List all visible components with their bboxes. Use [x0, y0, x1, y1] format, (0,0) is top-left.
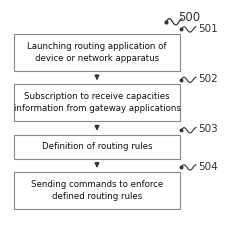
- Text: 500: 500: [178, 11, 200, 24]
- FancyBboxPatch shape: [14, 84, 180, 122]
- Text: Definition of routing rules: Definition of routing rules: [42, 142, 152, 151]
- Text: 501: 501: [198, 24, 218, 34]
- Text: 503: 503: [198, 124, 218, 134]
- FancyBboxPatch shape: [14, 134, 180, 158]
- Text: Subscription to receive capacities
information from gateway applications: Subscription to receive capacities infor…: [13, 92, 180, 113]
- FancyBboxPatch shape: [14, 34, 180, 71]
- FancyBboxPatch shape: [14, 172, 180, 209]
- Text: 504: 504: [198, 162, 218, 172]
- Text: Sending commands to enforce
defined routing rules: Sending commands to enforce defined rout…: [31, 180, 163, 201]
- Text: Launching routing application of
device or network apparatus: Launching routing application of device …: [27, 42, 167, 63]
- Text: 502: 502: [198, 74, 218, 84]
